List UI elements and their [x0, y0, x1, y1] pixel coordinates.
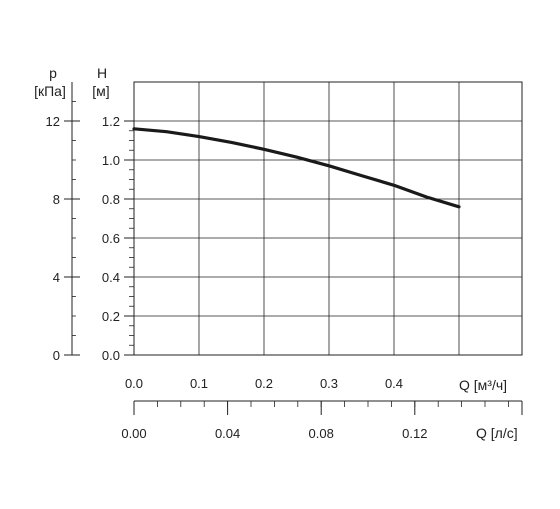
h-axis: 0.0 0.2 0.4 0.6 0.8 1.0 1.2: [102, 114, 134, 363]
h-axis-tick-label: 0.8: [102, 192, 120, 207]
h-axis-tick-label: 0.2: [102, 309, 120, 324]
q-axis-tick-label: 0.4: [385, 376, 403, 391]
q-axis: 0.0 0.1 0.2 0.3 0.4: [125, 376, 403, 391]
h-axis-tick-label: 0.4: [102, 270, 120, 285]
p-axis-tick-label: 4: [53, 270, 60, 285]
p-axis-unit: [кПа]: [34, 83, 66, 99]
p-axis: 0 4 8 12: [46, 82, 80, 363]
h-axis-tick-label: 1.2: [102, 114, 120, 129]
p-axis-tick-label: 8: [53, 192, 60, 207]
q-axis-tick-label: 0.3: [320, 376, 338, 391]
grid-lines: [133, 81, 523, 356]
h-axis-symbol: H: [97, 65, 107, 81]
q-ls-axis-tick-label: 0.00: [121, 426, 146, 441]
p-axis-tick-label: 12: [46, 114, 60, 129]
q-ls-axis-tick-label: 0.04: [215, 426, 240, 441]
q-ls-axis-tick-label: 0.08: [309, 426, 334, 441]
p-axis-symbol: p: [49, 65, 57, 81]
q-ls-axis-tick-label: 0.12: [402, 426, 427, 441]
q-axis-label: Q [м³/ч]: [459, 377, 507, 393]
q-axis-tick-label: 0.1: [190, 376, 208, 391]
h-axis-tick-label: 1.0: [102, 153, 120, 168]
h-axis-tick-label: 0.0: [102, 348, 120, 363]
h-axis-unit: [м]: [92, 83, 109, 99]
q-axis-tick-label: 0.0: [125, 376, 143, 391]
series-layer: [132, 127, 461, 209]
p-axis-tick-label: 0: [53, 348, 60, 363]
q-ls-axis-label: Q [л/с]: [476, 425, 518, 441]
plot-frame: [133, 81, 523, 356]
pump-curve-line: [132, 127, 461, 209]
h-axis-tick-label: 0.6: [102, 231, 120, 246]
q-axis-tick-label: 0.2: [255, 376, 273, 391]
q-ls-axis: 0.00 0.04 0.08 0.12: [121, 400, 523, 441]
